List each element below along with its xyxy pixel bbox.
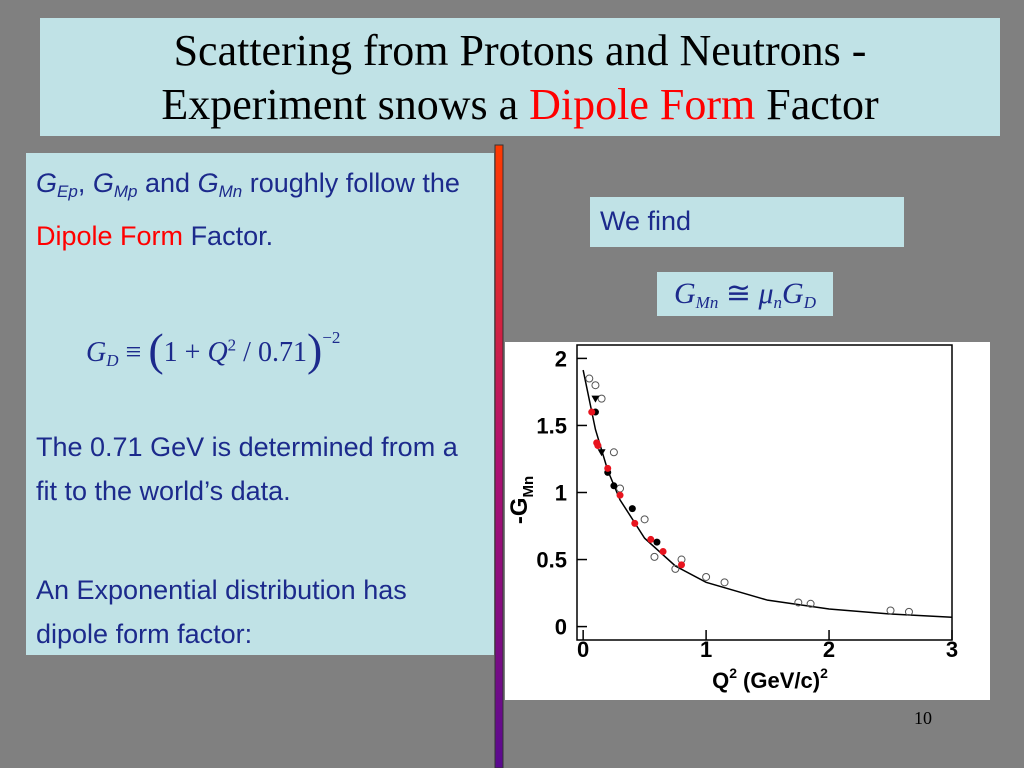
- text: ,: [77, 168, 86, 198]
- symbol: G: [782, 277, 804, 310]
- operator: /: [243, 337, 251, 368]
- text: roughly follow the: [249, 168, 460, 198]
- symbol: G: [92, 168, 114, 198]
- result-formula: GMn ≅ μnGD: [657, 272, 833, 316]
- title-highlight: Dipole Form: [529, 80, 756, 129]
- y-tick-label: 1: [555, 481, 567, 506]
- point: [640, 515, 649, 524]
- operator: ≡: [125, 337, 142, 368]
- point: [671, 564, 680, 573]
- point: [650, 552, 659, 561]
- x-label-superscript: 2: [729, 665, 737, 681]
- y-tick-label: 0.5: [536, 548, 567, 573]
- page-number: 10: [914, 708, 932, 728]
- symbol: G: [36, 168, 58, 198]
- point: [904, 607, 913, 616]
- title-text: Experiment snows a: [161, 80, 519, 129]
- number: 1: [163, 337, 178, 368]
- title-line: Experiment snows a Dipole Form Factor: [40, 78, 1000, 132]
- symbol: Q: [207, 337, 228, 368]
- y-label-text: -G: [506, 498, 533, 525]
- x-label-text: (GeV/c): [743, 668, 820, 693]
- title-box: Scattering from Protons and Neutrons - E…: [40, 18, 1000, 136]
- point: [886, 606, 895, 615]
- left-panel: GEp, GMp and GMn roughly follow the Dipo…: [26, 153, 494, 655]
- exponent: −2: [322, 328, 341, 347]
- y-label-subscript: Mn: [520, 476, 537, 498]
- text: Factor.: [190, 221, 274, 251]
- y-tick-label: 2: [555, 346, 567, 371]
- point: [631, 519, 639, 527]
- x-axis-label: Q2 (GeV/c)2: [712, 665, 828, 693]
- x-tick-label: 2: [823, 637, 835, 662]
- point: [628, 505, 636, 513]
- title-line: Scattering from Protons and Neutrons -: [173, 26, 867, 75]
- point: [594, 442, 602, 450]
- point: [794, 598, 803, 607]
- point: [806, 599, 815, 608]
- we-find-box: We find: [590, 197, 904, 247]
- point: [597, 449, 606, 457]
- number: 0.71: [257, 337, 307, 368]
- formula: GD ≡ (1 + Q2 / 0.71)−2: [86, 308, 536, 391]
- point: [588, 408, 596, 416]
- point: [616, 491, 624, 499]
- x-label-text: Q: [712, 668, 729, 693]
- paren: ): [306, 324, 323, 375]
- fit-curve: [582, 369, 953, 618]
- x-tick-label: 0: [577, 637, 589, 662]
- subscript: Mn: [695, 293, 719, 312]
- point: [702, 572, 711, 581]
- symbol: G: [86, 337, 107, 368]
- highlight: Dipole Form: [36, 221, 184, 251]
- y-tick-label: 0: [555, 615, 567, 640]
- paragraph: The 0.71 GeV is determined from a fit to…: [36, 432, 458, 506]
- paragraph: An Exponential distribution has dipole f…: [36, 575, 407, 649]
- symbol: μ: [758, 277, 774, 310]
- superscript: 2: [227, 335, 237, 355]
- point: [678, 561, 686, 569]
- y-axis-label: -GMn: [506, 476, 537, 524]
- symbol: G: [674, 277, 696, 310]
- subscript: D: [106, 351, 119, 370]
- point: [659, 548, 667, 555]
- point: [610, 482, 618, 490]
- x-tick-label: 1: [700, 637, 712, 662]
- point: [720, 578, 729, 587]
- point: [591, 395, 600, 403]
- operator: ≅: [725, 277, 751, 310]
- x-label-superscript: 2: [820, 665, 828, 681]
- title-text: Factor: [766, 80, 879, 129]
- paragraph: GEp, GMp and GMn roughly follow the Dipo…: [36, 161, 486, 258]
- paren: (: [148, 324, 164, 375]
- subscript: n: [773, 293, 783, 312]
- text: and: [145, 168, 191, 198]
- point: [647, 535, 655, 543]
- point: [653, 538, 661, 546]
- subscript: Mp: [113, 182, 138, 201]
- y-tick-label: 1.5: [536, 413, 567, 438]
- subscript: Mn: [218, 182, 243, 201]
- subscript: D: [803, 293, 816, 312]
- subscript: Ep: [57, 182, 78, 201]
- point: [597, 394, 606, 403]
- operator: +: [184, 337, 201, 368]
- point: [585, 374, 594, 383]
- divider-bar: [494, 144, 504, 768]
- symbol: G: [197, 168, 219, 198]
- point: [604, 464, 612, 472]
- x-tick-label: 3: [946, 637, 958, 662]
- point: [609, 448, 618, 457]
- point: [591, 381, 600, 390]
